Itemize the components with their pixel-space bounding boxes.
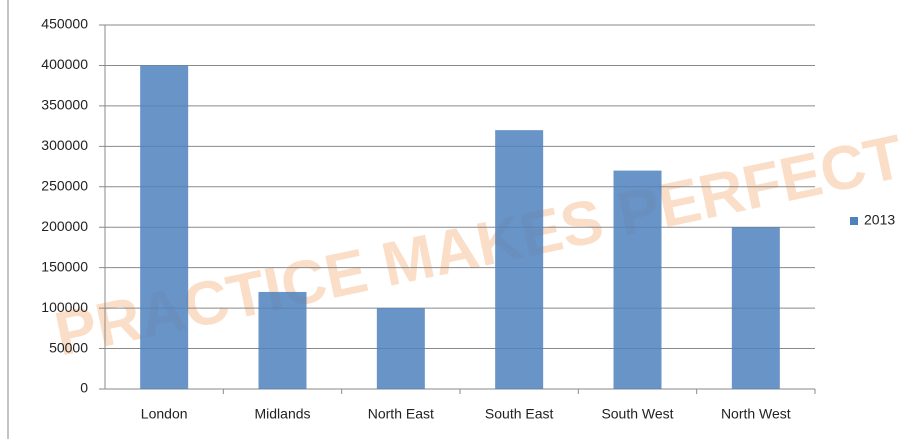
x-tick-label: Midlands — [254, 406, 310, 422]
y-tick-label: 350000 — [41, 97, 88, 113]
x-tick-label: South West — [601, 406, 673, 422]
y-tick-label: 400000 — [41, 56, 88, 72]
x-tick-label: South East — [485, 406, 554, 422]
y-tick-label: 50000 — [49, 339, 88, 355]
bar — [376, 308, 425, 389]
y-tick-label: 200000 — [41, 218, 88, 234]
x-tick-label: London — [141, 406, 188, 422]
y-tick-label: 100000 — [41, 299, 88, 315]
bar — [140, 65, 189, 389]
y-tick-label: 250000 — [41, 177, 88, 193]
y-tick-label: 300000 — [41, 137, 88, 153]
bar — [731, 227, 780, 389]
y-tick-label: 450000 — [41, 16, 88, 32]
bar — [495, 130, 544, 389]
x-tick-label: North West — [721, 406, 791, 422]
x-tick-label: North East — [368, 406, 434, 422]
y-tick-label: 150000 — [41, 258, 88, 274]
bar — [613, 170, 662, 389]
legend-swatch — [850, 217, 858, 225]
legend-label: 2013 — [864, 212, 895, 228]
y-tick-label: 0 — [80, 380, 88, 396]
bar — [258, 291, 307, 389]
